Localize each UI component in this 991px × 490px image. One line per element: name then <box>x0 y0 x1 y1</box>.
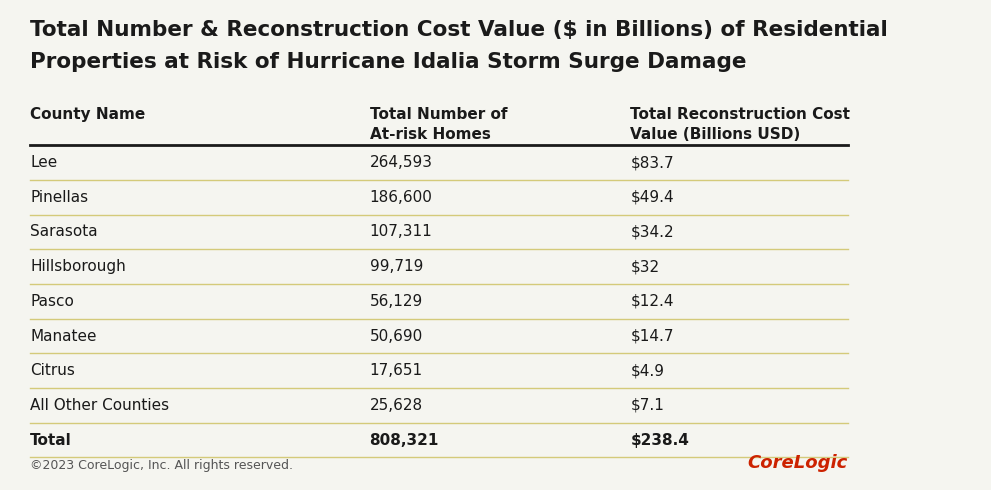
Text: Pinellas: Pinellas <box>31 190 88 205</box>
Text: Total Reconstruction Cost
Value (Billions USD): Total Reconstruction Cost Value (Billion… <box>630 107 850 142</box>
Text: Properties at Risk of Hurricane Idalia Storm Surge Damage: Properties at Risk of Hurricane Idalia S… <box>31 52 747 73</box>
Text: Hillsborough: Hillsborough <box>31 259 126 274</box>
Text: 264,593: 264,593 <box>370 155 432 170</box>
Text: 17,651: 17,651 <box>370 363 422 378</box>
Text: 99,719: 99,719 <box>370 259 423 274</box>
Text: $14.7: $14.7 <box>630 328 674 343</box>
Text: 107,311: 107,311 <box>370 224 432 240</box>
Text: Sarasota: Sarasota <box>31 224 98 240</box>
Text: $12.4: $12.4 <box>630 294 674 309</box>
Text: 808,321: 808,321 <box>370 433 439 447</box>
Text: $32: $32 <box>630 259 660 274</box>
Text: Manatee: Manatee <box>31 328 97 343</box>
Text: $83.7: $83.7 <box>630 155 674 170</box>
Text: 50,690: 50,690 <box>370 328 423 343</box>
Text: All Other Counties: All Other Counties <box>31 398 169 413</box>
Text: 25,628: 25,628 <box>370 398 422 413</box>
Text: CoreLogic: CoreLogic <box>748 454 848 472</box>
Text: $34.2: $34.2 <box>630 224 674 240</box>
Text: $49.4: $49.4 <box>630 190 674 205</box>
Text: Total: Total <box>31 433 72 447</box>
Text: 186,600: 186,600 <box>370 190 432 205</box>
Text: Total Number & Reconstruction Cost Value ($ in Billions) of Residential: Total Number & Reconstruction Cost Value… <box>31 20 888 40</box>
Text: $7.1: $7.1 <box>630 398 664 413</box>
Text: Lee: Lee <box>31 155 57 170</box>
Text: County Name: County Name <box>31 107 146 122</box>
Text: 56,129: 56,129 <box>370 294 423 309</box>
Text: Pasco: Pasco <box>31 294 74 309</box>
Text: $238.4: $238.4 <box>630 433 690 447</box>
Text: Total Number of
At-risk Homes: Total Number of At-risk Homes <box>370 107 507 142</box>
Text: $4.9: $4.9 <box>630 363 665 378</box>
Text: Citrus: Citrus <box>31 363 75 378</box>
Text: ©2023 CoreLogic, Inc. All rights reserved.: ©2023 CoreLogic, Inc. All rights reserve… <box>31 459 293 472</box>
